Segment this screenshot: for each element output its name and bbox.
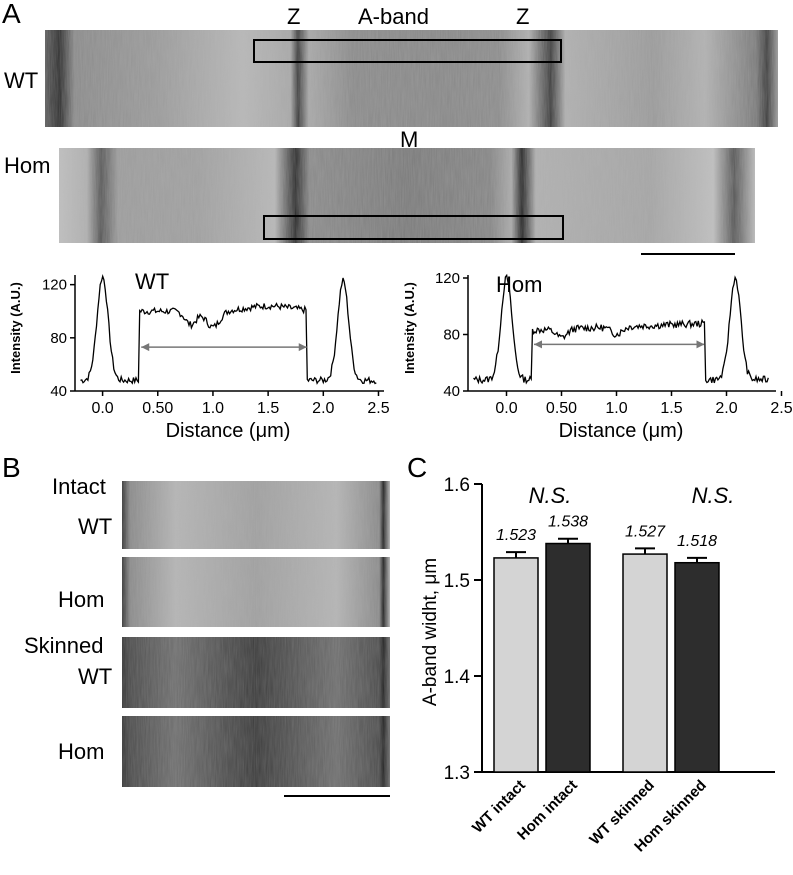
hom-ytick-label: 80 bbox=[443, 327, 460, 344]
hom-xtick-label: 0.50 bbox=[546, 400, 577, 417]
wt-xtick-label: 0.0 bbox=[91, 400, 113, 417]
wt-xtick-label: 1.5 bbox=[257, 400, 279, 417]
m-label: M bbox=[400, 127, 419, 152]
scale-bar-a bbox=[641, 253, 735, 255]
hom-plot-xlabel: Distance (μm) bbox=[559, 420, 684, 442]
hom-plot-ylabel: Intensity (A.U.) bbox=[402, 282, 417, 374]
intact-label: Intact bbox=[52, 474, 106, 499]
wt-profile-plot: Intensity (A.U.) 40 80 120 0.0 0.50 1.0 1.5 2.0… bbox=[8, 269, 390, 442]
z-label-left: Z bbox=[287, 4, 301, 29]
a-band-label: A-band bbox=[358, 4, 429, 29]
wt-a-band-arrow bbox=[141, 343, 307, 352]
hom-a-band-box bbox=[263, 215, 564, 240]
b-row-label-2: Hom bbox=[58, 587, 105, 612]
hom-ytick-label: 40 bbox=[443, 383, 460, 400]
wt-intensity-trace bbox=[80, 274, 377, 385]
wt-image-label: WT bbox=[4, 68, 39, 93]
b-row-label-4: Hom bbox=[58, 739, 105, 764]
hom-a-band-arrow bbox=[534, 340, 705, 349]
wt-ytick-label: 120 bbox=[42, 277, 67, 294]
bar-4 bbox=[674, 561, 720, 773]
b-row-label-1: WT bbox=[78, 514, 113, 539]
bar-value-label-1: 1.523 bbox=[496, 527, 536, 544]
skinned-label: Skinned bbox=[24, 633, 104, 658]
bar-ytick-label: 1.4 bbox=[444, 667, 471, 688]
wt-xtick-label: 2.5 bbox=[367, 400, 389, 417]
hom-xtick-label: 1.0 bbox=[605, 400, 627, 417]
b-micrograph-3 bbox=[122, 637, 390, 708]
wt-a-band-box bbox=[253, 39, 562, 63]
hom-ytick-label: 120 bbox=[435, 270, 460, 287]
wt-plot-xlabel: Distance (μm) bbox=[166, 420, 291, 442]
hom-xtick-label: 1.5 bbox=[660, 400, 682, 417]
wt-ytick-label: 40 bbox=[50, 383, 67, 400]
bar-ytick-label: 1.5 bbox=[444, 571, 470, 592]
wt-xtick-label: 2.0 bbox=[312, 400, 334, 417]
bar-value-label-2: 1.538 bbox=[548, 514, 588, 531]
panel-b-letter: B bbox=[2, 452, 21, 483]
wt-ytick-label: 80 bbox=[50, 330, 67, 347]
panel-a-letter: A bbox=[2, 0, 21, 29]
wt-plot-title: WT bbox=[135, 269, 169, 294]
z-label-right: Z bbox=[516, 4, 530, 29]
b-row-label-3: WT bbox=[78, 664, 113, 689]
ns-label-intact: N.S. bbox=[529, 483, 572, 508]
bar-value-label-3: 1.527 bbox=[625, 523, 666, 540]
bar-value-label-4: 1.518 bbox=[677, 533, 717, 550]
bar-1 bbox=[493, 557, 539, 773]
hom-micrograph bbox=[59, 148, 755, 243]
wt-xtick-label: 1.0 bbox=[202, 400, 224, 417]
hom-xtick-label: 2.0 bbox=[715, 400, 737, 417]
bar-ytick-label: 1.3 bbox=[444, 763, 470, 784]
bar-ytick-label: 1.6 bbox=[444, 475, 470, 496]
b-micrograph-1 bbox=[122, 481, 390, 549]
hom-plot-title: Hom bbox=[496, 272, 542, 297]
panel-c-letter: C bbox=[407, 452, 428, 483]
wt-micrograph bbox=[45, 30, 778, 127]
hom-xtick-label: 0.0 bbox=[495, 400, 517, 417]
hom-profile-plot: Intensity (A.U.) 40 80 120 0.0 0.50 1.0 1.5 2.0… bbox=[402, 270, 792, 442]
hom-intensity-trace bbox=[473, 273, 769, 385]
b-micrograph-2 bbox=[122, 557, 390, 627]
hom-xtick-label: 2.5 bbox=[770, 400, 792, 417]
b-micrograph-4 bbox=[122, 716, 390, 787]
bar-chart-ylabel: A-band widht, μm bbox=[420, 558, 441, 706]
wt-xtick-label: 0.50 bbox=[142, 400, 173, 417]
ns-label-skinned: N.S. bbox=[692, 483, 735, 508]
bar-2 bbox=[545, 542, 591, 773]
bar-3 bbox=[622, 553, 668, 773]
hom-image-label: Hom bbox=[4, 153, 51, 178]
scale-bar-b bbox=[284, 795, 390, 797]
wt-plot-ylabel: Intensity (A.U.) bbox=[8, 282, 23, 374]
